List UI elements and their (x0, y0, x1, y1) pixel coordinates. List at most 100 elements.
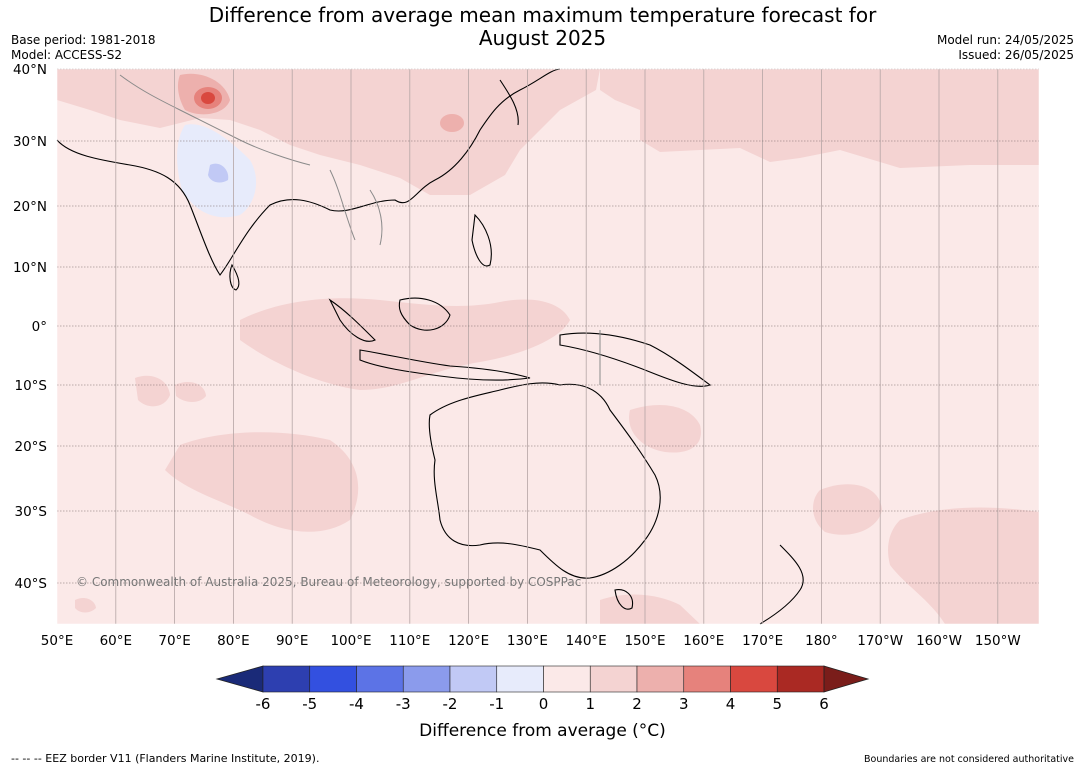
hotspot-himalaya-peak (201, 92, 215, 104)
model-name: Model: ACCESS-S2 (11, 48, 123, 62)
colorbar-tick: -6 (256, 695, 271, 713)
anomaly-areas (57, 69, 1039, 624)
coastline-asia (56, 68, 561, 276)
coastline-borneo (398, 297, 451, 331)
coastline-new-zealand (759, 544, 804, 625)
colorbar-segment (683, 665, 731, 693)
longitude-label: 90°E (276, 633, 308, 649)
colorbar-segment (402, 665, 451, 693)
colorbar-segment (449, 665, 498, 693)
anomaly-area-equatorial (240, 298, 570, 390)
coastline-new-guinea (559, 332, 712, 387)
coastlines (56, 68, 804, 625)
latitude-label: 20°S (15, 439, 48, 455)
colorbar-label: Difference from average (°C) (419, 721, 666, 741)
longitude-label: 150°E (624, 633, 665, 649)
colorbar-tick: 4 (726, 695, 736, 713)
anomaly-area-tasman (813, 484, 882, 535)
colorbar-tick: 5 (772, 695, 782, 713)
longitude-label: 70°E (158, 633, 190, 649)
anomaly-area-india-cooler (208, 163, 229, 183)
model-run: Model run: 24/05/2025 (936, 33, 1074, 47)
longitude-label: 180° (805, 633, 838, 649)
title-line-1: Difference from average mean maximum tem… (208, 3, 877, 27)
colorbar-tick-labels: -6 -5 -4 -3 -2 -1 0 1 2 3 4 5 6 (256, 695, 829, 713)
latitude-labels: 40°N 30°N 20°N 10°N 0° 10°S 20°S 30°S 40°S (13, 62, 47, 592)
longitude-labels: 50°E 60°E 70°E 80°E 90°E 100°E 110°E 120°E 130°E… (41, 633, 1021, 649)
boundaries-disclaimer: Boundaries are not considered authoritat… (864, 754, 1074, 765)
colorbar-segment (309, 665, 357, 693)
anomaly-patch-3 (600, 594, 700, 624)
anomaly-patch-1 (135, 375, 170, 407)
eez-border-note: -- -- -- EEZ border V11 (Flanders Marine… (11, 752, 320, 765)
anomaly-patch-4 (75, 597, 96, 613)
coastline-australia (428, 382, 661, 579)
colorbar-segment (262, 665, 311, 693)
colorbar-tick: -2 (443, 695, 458, 713)
colorbar-tick: -1 (489, 695, 504, 713)
coastline-japan (499, 79, 519, 126)
copyright-notice: © Commonwealth of Australia 2025, Bureau… (76, 575, 581, 589)
longitude-label: 130°E (507, 633, 548, 649)
longitude-label: 160°E (683, 633, 724, 649)
latitude-label: 10°N (13, 260, 47, 276)
colorbar-segment (636, 665, 685, 693)
border-line-2 (329, 169, 356, 241)
colorbar-tick: -3 (396, 695, 411, 713)
border-line-3 (369, 189, 383, 246)
title-line-2: August 2025 (478, 26, 607, 50)
latitude-label: 40°N (13, 62, 47, 78)
coastline-sumatra (328, 298, 376, 342)
colorbar-tick: 6 (819, 695, 829, 713)
colorbar-tick: 0 (539, 695, 549, 713)
latitude-label: 0° (32, 319, 47, 335)
chart-title: Difference from average mean maximum tem… (0, 4, 1085, 50)
colorbar-segment (356, 665, 404, 693)
hotspot-china (440, 114, 464, 132)
anomaly-patch-2 (175, 382, 206, 402)
longitude-label: 170°E (742, 633, 783, 649)
latitude-label: 10°S (15, 378, 48, 394)
coastline-sri-lanka (229, 263, 240, 291)
colorbar-tick: 2 (632, 695, 642, 713)
colorbar-extend-high (823, 665, 870, 693)
border-line-1 (119, 74, 311, 166)
colorbar-tick: -4 (349, 695, 364, 713)
longitude-gridlines (115, 69, 999, 624)
anomaly-area-coral-sea (629, 405, 701, 453)
model-info: Base period: 1981-2018 Model: ACCESS-S2 (11, 33, 156, 63)
longitude-label: 60°E (100, 633, 132, 649)
anomaly-area-south-pacific (888, 507, 1039, 624)
latitude-label: 40°S (15, 576, 48, 592)
latitude-label: 30°S (15, 504, 48, 520)
longitude-label: 110°E (389, 633, 430, 649)
colorbar-segment (589, 665, 638, 693)
colorbar-extend-low (215, 665, 264, 693)
longitude-label: 170°W (857, 633, 903, 649)
map-frame (56, 68, 1040, 625)
coastline-tasmania (614, 589, 634, 610)
longitude-label: 120°E (448, 633, 489, 649)
longitude-label: 80°E (217, 633, 249, 649)
longitude-label: 100°E (330, 633, 371, 649)
coastline-java (359, 349, 531, 381)
longitude-label: 160°W (916, 633, 962, 649)
base-period: Base period: 1981-2018 (11, 33, 156, 47)
colorbar-tick: 1 (585, 695, 595, 713)
colorbar-segment (776, 665, 825, 693)
coastline-philippines (471, 213, 492, 267)
longitude-label: 50°E (41, 633, 73, 649)
latitude-label: 20°N (13, 199, 47, 215)
longitude-label: 140°E (566, 633, 607, 649)
country-borders (119, 74, 601, 385)
longitude-label: 150°W (975, 633, 1021, 649)
colorbar-segment (496, 665, 544, 693)
anomaly-area-indian-ocean (165, 432, 359, 532)
anomaly-area-north-pacific (600, 69, 1039, 168)
colorbar-tick: -5 (302, 695, 317, 713)
colorbar-segment (730, 665, 778, 693)
colorbar-tick: 3 (679, 695, 689, 713)
run-info: Model run: 24/05/2025 Issued: 26/05/2025 (937, 33, 1074, 63)
issued-date: Issued: 26/05/2025 (958, 48, 1074, 62)
colorbar (215, 665, 870, 693)
